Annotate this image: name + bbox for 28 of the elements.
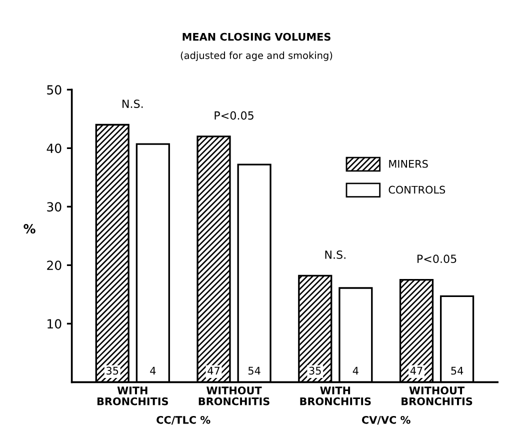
annotation: 54 bbox=[451, 366, 464, 375]
annotation: 35 bbox=[106, 366, 118, 375]
y-tick-label: 30 bbox=[47, 202, 62, 212]
annotation: 54 bbox=[248, 366, 260, 375]
y-axis-title: % bbox=[24, 224, 36, 234]
y-tick-label: 50 bbox=[47, 85, 62, 95]
y-tick-label: 40 bbox=[46, 144, 62, 154]
x-tick-label: WITH BRONCHITIS bbox=[300, 386, 371, 406]
x-tick-label: WITHOUT BRONCHITIS bbox=[198, 386, 270, 406]
annotation: 35 bbox=[309, 366, 321, 375]
annotation: N.S. bbox=[122, 100, 143, 108]
legend-label: CONTROLS bbox=[388, 186, 446, 194]
text: CC/TLC % bbox=[156, 416, 210, 425]
annotation: 47 bbox=[208, 366, 220, 375]
y-tick-label: 20 bbox=[47, 260, 62, 270]
annotation: 4 bbox=[150, 366, 156, 375]
annotation: P<0.05 bbox=[418, 254, 456, 264]
chart-title: MEAN CLOSING VOLUMES bbox=[182, 32, 330, 41]
legend-label: MINERS bbox=[389, 160, 428, 168]
y-tick-label: 10 bbox=[48, 319, 62, 329]
text: CV/VC % bbox=[362, 416, 410, 425]
annotation: N.S. bbox=[325, 250, 346, 259]
chart-subtitle: (adjusted for age and smoking) bbox=[180, 52, 332, 61]
annotation: 47 bbox=[410, 366, 422, 375]
annotation: P<0.05 bbox=[214, 111, 254, 120]
annotation: 4 bbox=[352, 366, 358, 375]
x-tick-label: WITH BRONCHITIS bbox=[97, 386, 168, 406]
x-tick-label: WITHOUT BRONCHITIS bbox=[402, 386, 472, 406]
